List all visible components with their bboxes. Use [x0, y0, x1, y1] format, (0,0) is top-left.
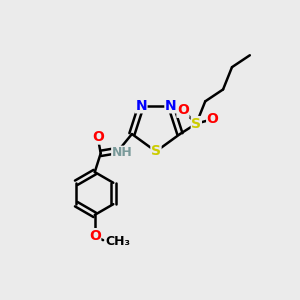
Text: O: O	[92, 130, 104, 144]
Text: O: O	[89, 229, 101, 243]
Text: O: O	[177, 103, 189, 117]
Text: O: O	[207, 112, 219, 126]
Text: S: S	[151, 145, 161, 158]
Text: NH: NH	[112, 146, 133, 159]
Text: S: S	[191, 117, 201, 130]
Text: N: N	[135, 99, 147, 113]
Text: N: N	[165, 99, 177, 113]
Text: CH₃: CH₃	[105, 235, 130, 248]
